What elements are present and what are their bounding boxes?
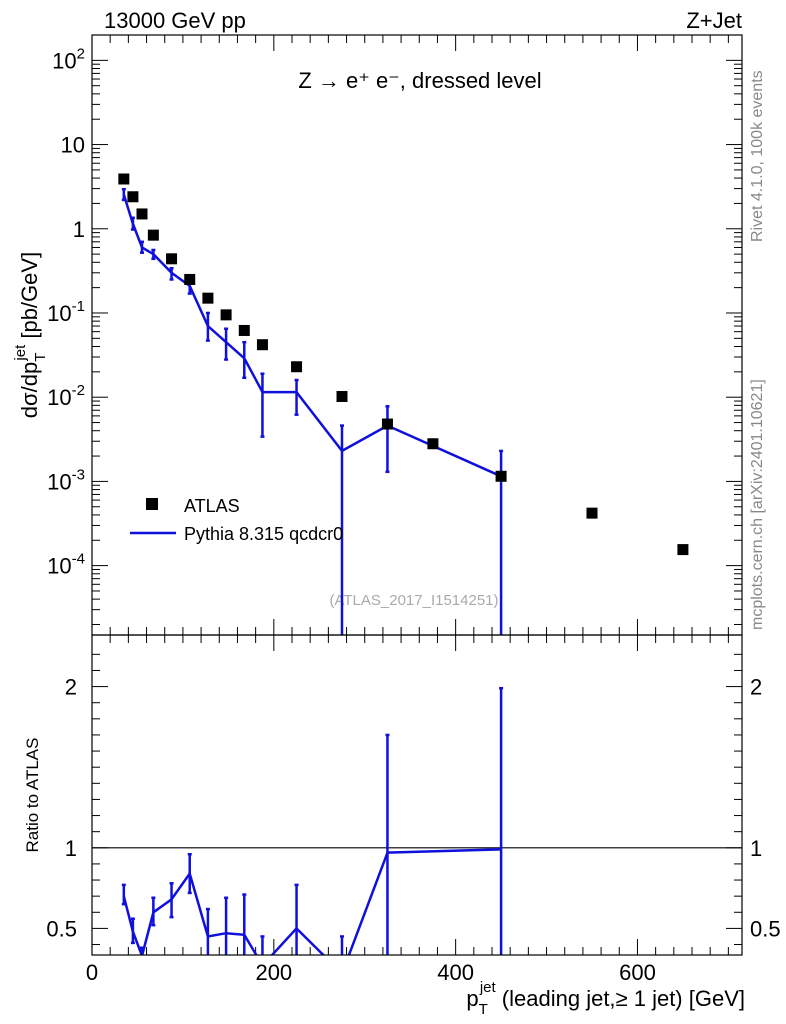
x-tick-label: 0 xyxy=(86,960,98,985)
main-y-tick-label: 102 xyxy=(52,45,85,73)
atlas-marker xyxy=(136,208,148,220)
main-y-tick-label: 1 xyxy=(73,217,85,242)
main-axis-ticks xyxy=(91,34,742,635)
legend-marker-atlas xyxy=(146,498,158,510)
ratio-y-tick-label-right: 2 xyxy=(750,675,762,700)
atlas-marker xyxy=(202,292,214,304)
pythia-line xyxy=(122,194,502,478)
ratio-axis-ticks xyxy=(91,635,742,955)
atlas-marker xyxy=(118,173,130,185)
atlas-marker xyxy=(677,544,689,556)
main-y-tick-label: 10-1 xyxy=(47,298,85,326)
atlas-marker xyxy=(586,507,598,519)
ratio-data xyxy=(121,686,504,955)
atlas-marker xyxy=(184,273,196,285)
atlas-marker xyxy=(495,470,507,482)
atlas-marker xyxy=(220,309,232,321)
atlas-marker xyxy=(381,418,393,430)
analysis-label: (ATLAS_2017_I1514251) xyxy=(329,592,498,609)
ratio-y-tick-label: 1 xyxy=(65,836,77,861)
main-y-tick-label: 10-3 xyxy=(47,466,85,494)
x-tick-label: 400 xyxy=(437,960,474,985)
ratio-line xyxy=(122,848,502,955)
main-y-axis-title: dσ/dpTjet [pb/GeV] xyxy=(12,252,49,418)
atlas-marker xyxy=(166,253,178,265)
atlas-marker xyxy=(256,339,268,351)
ratio-y-tick-label: 0.5 xyxy=(46,916,77,941)
legend-label-atlas: ATLAS xyxy=(184,496,240,516)
ratio-plot-frame xyxy=(91,634,743,956)
main-plot-frame xyxy=(91,34,743,636)
atlas-marker xyxy=(427,438,439,450)
atlas-marker xyxy=(291,361,303,373)
chart-title: Z → e⁺ e⁻, dressed level xyxy=(298,68,541,93)
atlas-marker xyxy=(127,191,139,203)
header-left-label: 13000 GeV pp xyxy=(104,8,246,33)
x-tick-label: 600 xyxy=(619,960,656,985)
legend-label-pythia: Pythia 8.315 qcdcr0 xyxy=(184,524,343,544)
ratio-panel: 0.5 0.5 1 1 2 2 0 200 400 600 Ratio to ATLAS pTj… xyxy=(23,634,781,1018)
x-axis-title: pTjet (leading jet,≥ 1 jet) [GeV] xyxy=(466,979,745,1018)
main-data xyxy=(118,173,689,635)
atlas-marker xyxy=(238,324,250,336)
main-y-tick-label: 10-4 xyxy=(47,551,85,579)
main-y-tick-label: 10-2 xyxy=(47,382,85,410)
atlas-marker xyxy=(336,390,348,402)
atlas-marker xyxy=(147,229,159,241)
source-label: mcplots.cern.ch [arXiv:2401.10621] xyxy=(749,379,766,630)
ratio-y-tick-label-right: 0.5 xyxy=(750,916,781,941)
main-y-tick-label: 10 xyxy=(61,133,85,158)
ratio-y-axis-title: Ratio to ATLAS xyxy=(23,738,42,853)
x-tick-label: 200 xyxy=(255,960,292,985)
ratio-y-tick-labels: 0.5 0.5 1 1 2 2 xyxy=(46,675,780,942)
main-panel: 102 10 1 10-1 10-2 10-3 10-4 dσ/dpTjet [pb/GeV… xyxy=(12,34,743,636)
main-y-tick-labels: 102 10 1 10-1 10-2 10-3 10-4 xyxy=(47,45,85,578)
legend: ATLAS Pythia 8.315 qcdcr0 xyxy=(130,496,343,544)
ratio-series xyxy=(121,686,504,955)
x-tick-labels: 0 200 400 600 xyxy=(86,960,656,985)
header-right-label: Z+Jet xyxy=(686,8,742,33)
ratio-y-tick-label-right: 1 xyxy=(750,836,762,861)
ratio-y-tick-label: 2 xyxy=(65,675,77,700)
rivet-version-label: Rivet 4.1.0, 100k events xyxy=(749,70,766,242)
